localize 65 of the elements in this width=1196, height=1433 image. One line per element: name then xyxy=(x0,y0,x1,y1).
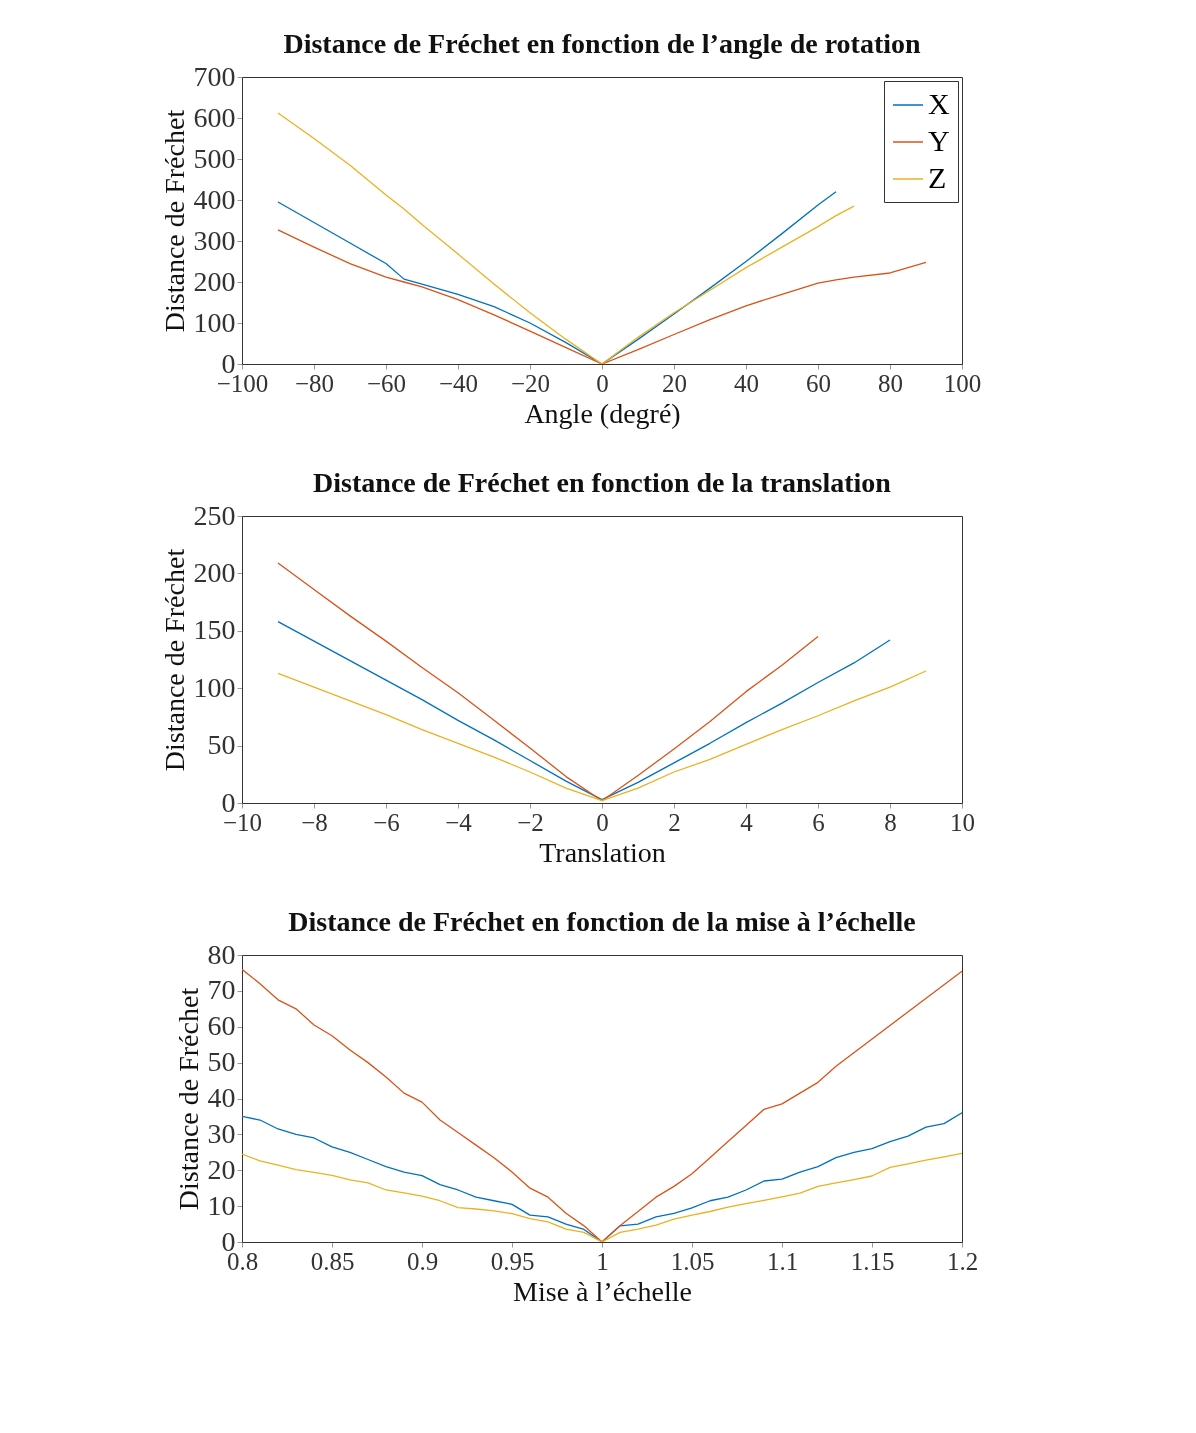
x-tick-label: 100 xyxy=(943,369,982,397)
x-tick-label: −60 xyxy=(366,369,407,397)
y-tick-label: 80 xyxy=(207,938,236,970)
line-series xyxy=(277,562,819,802)
x-tick-label: 1.2 xyxy=(946,1247,979,1275)
x-axis-title: Angle (degré) xyxy=(524,397,681,429)
x-axis-title: Translation xyxy=(539,836,666,868)
x-tick-label: 4 xyxy=(740,808,754,836)
x-tick-label: 0.85 xyxy=(310,1247,355,1275)
x-tick-label: −6 xyxy=(373,808,400,836)
y-tick-label: 250 xyxy=(193,499,236,531)
x-tick-label: 0 xyxy=(596,808,609,836)
x-tick-label: 60 xyxy=(806,369,831,397)
y-tick-label: 50 xyxy=(207,729,236,761)
x-tick-label: 1.05 xyxy=(670,1247,715,1275)
y-tick-label: 300 xyxy=(193,224,236,256)
y-tick-label: 400 xyxy=(193,183,236,215)
chart-title: Distance de Fréchet en fonction de la translation xyxy=(313,467,892,498)
y-tick-label: 700 xyxy=(193,60,236,92)
x-tick-label: 1 xyxy=(596,1247,609,1275)
y-tick-label: 150 xyxy=(193,614,236,646)
x-tick-label: −80 xyxy=(294,369,335,397)
line-series xyxy=(277,112,855,364)
x-tick-label: 0.95 xyxy=(490,1247,535,1275)
x-tick-label: 1.1 xyxy=(766,1247,799,1275)
y-tick-label: 200 xyxy=(193,556,236,588)
y-tick-label: 50 xyxy=(207,1046,236,1078)
legend-label: Y xyxy=(928,124,950,157)
y-tick-label: 100 xyxy=(193,306,236,338)
y-tick-label: 100 xyxy=(193,671,236,703)
x-tick-label: 40 xyxy=(734,369,759,397)
x-tick-label: −40 xyxy=(438,369,479,397)
x-tick-label: −4 xyxy=(445,808,473,836)
y-tick-label: 10 xyxy=(207,1189,236,1221)
x-tick-label: −20 xyxy=(510,369,551,397)
x-tick-label: 20 xyxy=(662,369,687,397)
line-series xyxy=(277,620,891,801)
x-tick-label: 2 xyxy=(668,808,681,836)
y-tick-label: 600 xyxy=(193,101,236,133)
x-tick-label: 6 xyxy=(812,808,825,836)
y-tick-label: 200 xyxy=(193,265,236,297)
y-axis-title: Distance de Fréchet xyxy=(158,109,190,333)
x-tick-label: −8 xyxy=(301,808,328,836)
x-tick-label: 0 xyxy=(596,369,609,397)
line-series xyxy=(277,229,927,364)
x-tick-label: 0.9 xyxy=(406,1247,439,1275)
legend-label: Z xyxy=(928,161,947,194)
y-axis-title: Distance de Fréchet xyxy=(172,987,204,1211)
x-tick-label: 80 xyxy=(878,369,903,397)
x-tick-label: 1.15 xyxy=(850,1247,895,1275)
y-tick-label: 30 xyxy=(207,1117,236,1149)
y-axis-title: Distance de Fréchet xyxy=(158,548,190,772)
x-tick-label: 8 xyxy=(884,808,897,836)
y-tick-label: 60 xyxy=(207,1010,236,1042)
y-tick-label: 20 xyxy=(207,1153,236,1185)
x-axis-title: Mise à l’échelle xyxy=(513,1275,692,1307)
y-tick-label: 40 xyxy=(207,1082,236,1113)
x-tick-label: 10 xyxy=(950,808,975,836)
x-tick-label: −2 xyxy=(517,808,544,836)
chart-title: Distance de Fréchet en fonction de la mise à l’échelle xyxy=(288,906,916,937)
y-tick-label: 70 xyxy=(207,974,236,1006)
legend-label: X xyxy=(928,87,950,120)
chart-title: Distance de Fréchet en fonction de l’angle de rotation xyxy=(283,28,922,59)
line-series xyxy=(277,670,927,802)
y-tick-label: 500 xyxy=(193,142,236,174)
